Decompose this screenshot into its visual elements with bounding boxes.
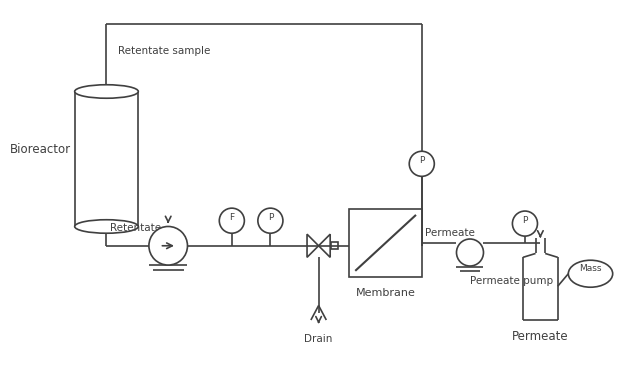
Text: Mass: Mass [579,265,602,273]
Ellipse shape [75,220,138,233]
Text: Retentate: Retentate [111,223,161,233]
Text: F: F [230,213,235,222]
Text: Permeate pump: Permeate pump [470,276,553,286]
Ellipse shape [75,85,138,98]
Circle shape [258,208,283,233]
Bar [331,242,338,249]
Text: Permeate: Permeate [424,228,475,238]
Circle shape [457,239,484,266]
Text: Permeate: Permeate [512,330,568,343]
Circle shape [409,151,434,176]
Bar [349,209,422,277]
Text: Retentate sample: Retentate sample [118,46,210,56]
Text: Bioreactor: Bioreactor [10,143,71,156]
Text: Membrane: Membrane [356,288,415,298]
Text: P: P [522,216,528,225]
Ellipse shape [568,260,613,287]
Circle shape [512,211,538,236]
Circle shape [149,226,188,265]
Text: Drain: Drain [304,335,333,344]
Text: P: P [267,213,273,222]
Circle shape [219,208,244,233]
Text: P: P [419,156,424,165]
